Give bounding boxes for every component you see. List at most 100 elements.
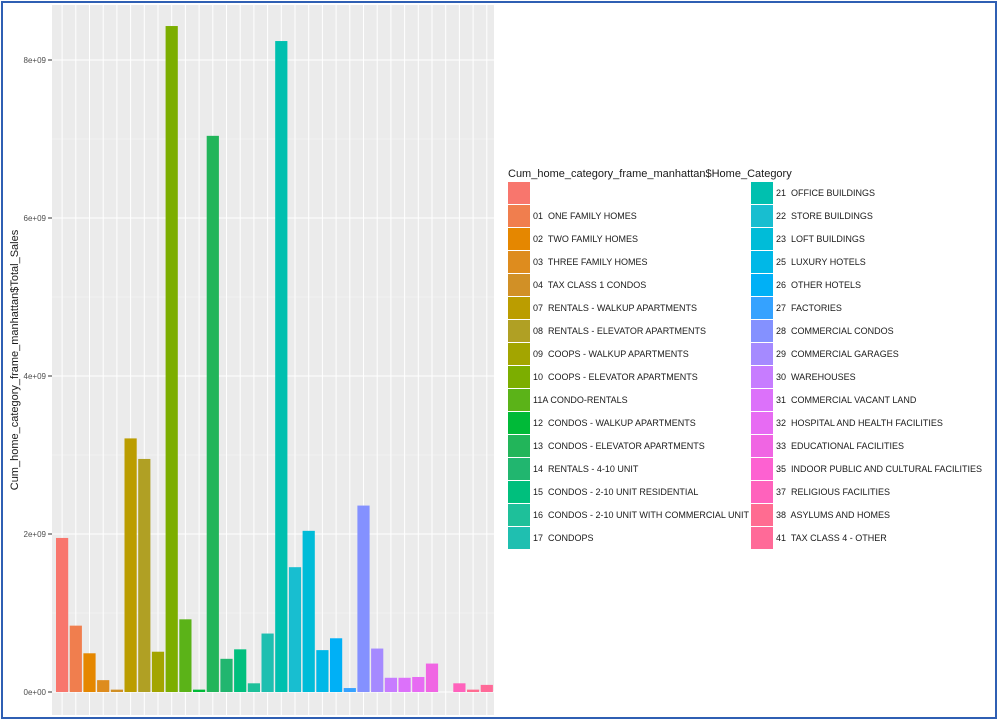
legend-label: 35 INDOOR PUBLIC AND CULTURAL FACILITIES <box>776 464 982 474</box>
legend-swatch <box>508 251 530 273</box>
bar <box>330 638 343 692</box>
legend-swatch <box>508 366 530 388</box>
legend-swatch <box>751 435 773 457</box>
bars <box>56 26 493 693</box>
legend-swatch <box>751 297 773 319</box>
legend-swatch <box>751 274 773 296</box>
legend-label: 09 COOPS - WALKUP APARTMENTS <box>533 349 689 359</box>
legend-label: 03 THREE FAMILY HOMES <box>533 257 648 267</box>
bar <box>275 41 288 693</box>
bar <box>69 625 82 692</box>
bar <box>83 653 96 692</box>
legend: 01 ONE FAMILY HOMES 02 TWO FAMILY HOMES 03… <box>508 182 982 549</box>
legend-label: 13 CONDOS - ELEVATOR APARTMENTS <box>533 441 705 451</box>
y-tick-label: 8e+09 <box>24 56 47 65</box>
bar <box>316 650 329 692</box>
legend-label: 25 LUXURY HOTELS <box>776 257 866 267</box>
legend-label: 41 TAX CLASS 4 - OTHER <box>776 533 887 543</box>
bar <box>193 689 206 692</box>
legend-label: 02 TWO FAMILY HOMES <box>533 234 638 244</box>
legend-swatch <box>751 251 773 273</box>
legend-label: 01 ONE FAMILY HOMES <box>533 211 637 221</box>
bar <box>343 688 356 692</box>
legend-title: Cum_home_category_frame_manhattan$Home_C… <box>508 168 792 180</box>
legend-swatch <box>751 320 773 342</box>
legend-label: 14 RENTALS - 4-10 UNIT <box>533 464 639 474</box>
y-tick-label: 0e+00 <box>24 688 47 697</box>
y-tick-label: 2e+09 <box>24 530 47 539</box>
legend-swatch <box>508 320 530 342</box>
legend-swatch <box>508 274 530 296</box>
legend-label: 21 OFFICE BUILDINGS <box>776 188 875 198</box>
legend-label: 38 ASYLUMS AND HOMES <box>776 510 890 520</box>
bar <box>261 633 274 692</box>
legend-swatch <box>508 435 530 457</box>
legend-label: 08 RENTALS - ELEVATOR APARTMENTS <box>533 326 706 336</box>
legend-label: 12 CONDOS - WALKUP APARTMENTS <box>533 418 696 428</box>
y-tick-label: 4e+09 <box>24 372 47 381</box>
legend-label: 23 LOFT BUILDINGS <box>776 234 865 244</box>
bar <box>165 26 178 692</box>
legend-label: 28 COMMERCIAL CONDOS <box>776 326 894 336</box>
plot-panel <box>52 5 494 715</box>
legend-label: 10 COOPS - ELEVATOR APARTMENTS <box>533 372 698 382</box>
legend-swatch <box>508 182 530 204</box>
legend-swatch <box>508 504 530 526</box>
legend-swatch <box>508 458 530 480</box>
legend-label: 15 CONDOS - 2-10 UNIT RESIDENTIAL <box>533 487 698 497</box>
legend-label: 37 RELIGIOUS FACILITIES <box>776 487 890 497</box>
legend-label: 27 FACTORIES <box>776 303 842 313</box>
legend-swatch <box>508 481 530 503</box>
bar <box>247 683 260 692</box>
bar <box>302 530 315 692</box>
legend-swatch <box>751 182 773 204</box>
bar <box>124 438 137 692</box>
bar <box>480 684 493 692</box>
bar <box>412 676 425 692</box>
legend-label: 07 RENTALS - WALKUP APARTMENTS <box>533 303 697 313</box>
y-axis-ticks: 0e+00 2e+09 4e+09 6e+09 8e+09 <box>24 56 52 697</box>
bar <box>151 651 165 692</box>
bar <box>234 649 247 692</box>
legend-swatch <box>751 504 773 526</box>
legend-swatch <box>751 412 773 434</box>
legend-swatch <box>508 412 530 434</box>
bar <box>110 689 123 692</box>
legend-swatch <box>751 389 773 411</box>
legend-swatch <box>751 481 773 503</box>
bar <box>357 505 370 692</box>
bar <box>138 458 151 692</box>
bar <box>371 648 384 692</box>
legend-swatch <box>751 343 773 365</box>
legend-swatch <box>508 228 530 250</box>
legend-label: 17 CONDOPS <box>533 533 594 543</box>
legend-swatch <box>508 389 530 411</box>
legend-label: 16 CONDOS - 2-10 UNIT WITH COMMERCIAL UN… <box>533 510 750 520</box>
bar <box>206 135 219 693</box>
legend-swatch <box>508 343 530 365</box>
bar <box>288 567 302 692</box>
legend-label: 31 COMMERCIAL VACANT LAND <box>776 395 917 405</box>
legend-label: 29 COMMERCIAL GARAGES <box>776 349 899 359</box>
y-axis-title: Cum_home_category_frame_manhattan$Total_… <box>9 229 21 490</box>
legend-swatch <box>508 297 530 319</box>
bar <box>467 689 480 692</box>
legend-swatch <box>508 527 530 549</box>
bar <box>425 663 439 692</box>
bar <box>97 680 110 692</box>
legend-label: 11A CONDO-RENTALS <box>533 395 628 405</box>
bar <box>453 683 466 692</box>
legend-label: 32 HOSPITAL AND HEALTH FACILITIES <box>776 418 943 428</box>
legend-swatch <box>751 205 773 227</box>
legend-label: 33 EDUCATIONAL FACILITIES <box>776 441 904 451</box>
legend-label: 04 TAX CLASS 1 CONDOS <box>533 280 646 290</box>
legend-label: 22 STORE BUILDINGS <box>776 211 873 221</box>
legend-label: 30 WAREHOUSES <box>776 372 856 382</box>
bar <box>398 677 411 692</box>
legend-swatch <box>751 228 773 250</box>
legend-swatch <box>751 458 773 480</box>
legend-label: 26 OTHER HOTELS <box>776 280 861 290</box>
bar <box>179 619 192 692</box>
